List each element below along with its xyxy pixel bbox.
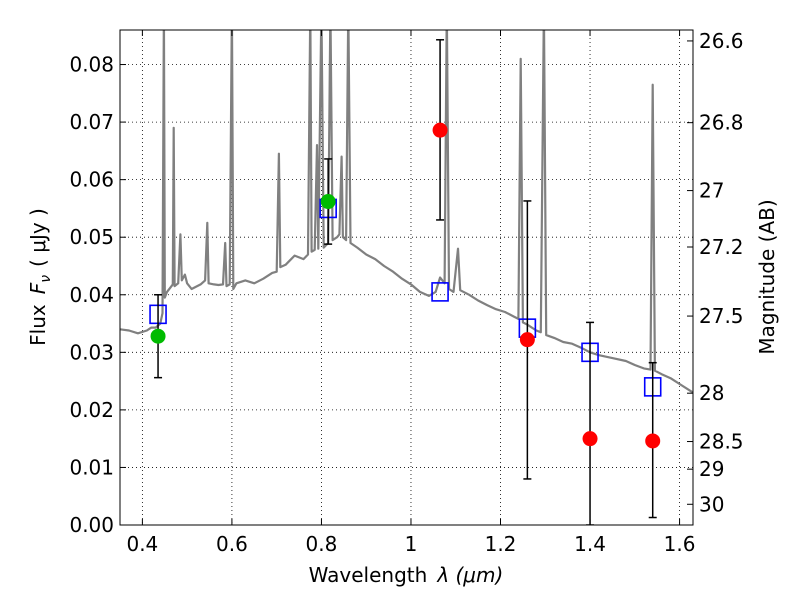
observed-point-red	[645, 433, 661, 449]
y-tick-label: 0.01	[69, 455, 114, 479]
x-tick-label: 1.6	[664, 532, 696, 556]
x-tick-label: 1.4	[574, 532, 606, 556]
observed-point-green	[320, 194, 336, 210]
observed-point-red	[519, 332, 535, 348]
y-tick-label: 0.07	[69, 110, 114, 134]
model-spectrum-line	[120, 30, 693, 394]
y-tick-label: 0.06	[69, 168, 114, 192]
y2-axis-label: Magnitude (AB)	[755, 199, 779, 354]
y2-axis: 26.6 26.8 27 27.2 27.5 28 28.5 29 30	[687, 29, 744, 516]
y2-tick-label: 27.5	[699, 304, 744, 328]
plot-frame	[119, 29, 694, 526]
y2-tick-label: 27.2	[699, 235, 744, 259]
y-axis-label: FluxFν( μJy )	[26, 208, 54, 346]
y2-tick-label: 27	[699, 179, 724, 203]
x-tick-label: 0.4	[126, 532, 158, 556]
y-tick-label: 0.00	[69, 513, 114, 537]
x-tick-label: 0.6	[216, 532, 248, 556]
x-axis-label: Wavelength λ (μm)	[309, 563, 504, 587]
observed-point-green	[150, 328, 166, 344]
model-photometry-square	[431, 282, 449, 302]
observed-point-red	[582, 431, 598, 447]
y-tick-label: 0.02	[69, 398, 114, 422]
y2-tick-label: 29	[699, 457, 724, 481]
y-axis: 0.00 0.01 0.02 0.03 0.04 0.05 0.06 0.07 0.08	[69, 53, 126, 537]
x-tick-label: 0.8	[306, 532, 338, 556]
svg-text:FluxFν( μJy ): FluxFν( μJy )	[26, 208, 54, 346]
y2-tick-label: 26.8	[699, 111, 744, 135]
y2-tick-label: 26.6	[699, 29, 744, 53]
y-tick-label: 0.03	[69, 340, 114, 364]
y2-tick-label: 30	[699, 492, 724, 516]
y-tick-label: 0.08	[69, 53, 114, 77]
x-axis: 0.4 0.6 0.8 1 1.2 1.4 1.6	[126, 30, 695, 556]
y2-tick-label: 28	[699, 381, 724, 405]
observed-point-red	[432, 122, 448, 138]
y2-tick-label: 28.5	[699, 430, 744, 454]
x-tick-label: 1.2	[485, 532, 517, 556]
y-tick-label: 0.04	[69, 283, 114, 307]
plot-area	[120, 30, 693, 525]
x-tick-label: 1	[405, 532, 418, 556]
y-tick-label: 0.05	[69, 225, 114, 249]
svg-text:Magnitude (AB): Magnitude (AB)	[755, 199, 779, 354]
